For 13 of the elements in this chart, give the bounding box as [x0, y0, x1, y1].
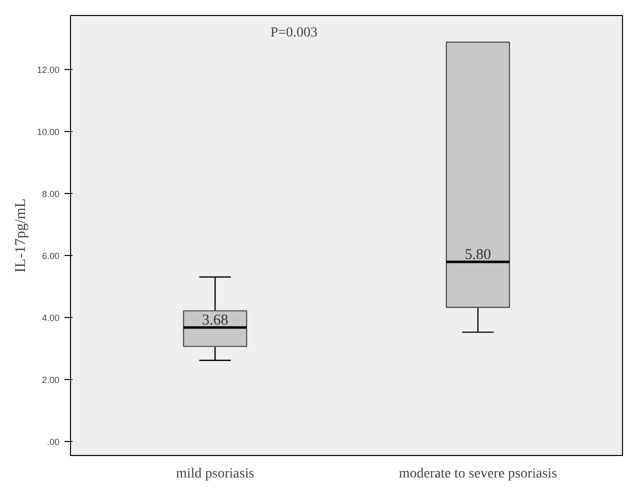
x-tick-label: mild psoriasis: [176, 466, 254, 482]
y-tick-label: 12.00: [36, 65, 60, 76]
y-tick-label: 10.00: [36, 127, 60, 138]
y-tick-label: 6.00: [42, 251, 60, 262]
y-tick-label: 8.00: [42, 189, 60, 200]
y-tick-label: 4.00: [42, 313, 60, 324]
y-tick-label: .00: [46, 437, 60, 448]
annotation: P=0.003: [270, 26, 318, 40]
y-tick-label: 2.00: [42, 375, 60, 386]
x-tick-label: moderate to severe psoriasis: [398, 466, 558, 482]
annotation: 5.80: [464, 246, 492, 263]
annotation: 3.68: [202, 312, 228, 329]
y-axis-title: IL-17pg/mL: [12, 198, 29, 273]
